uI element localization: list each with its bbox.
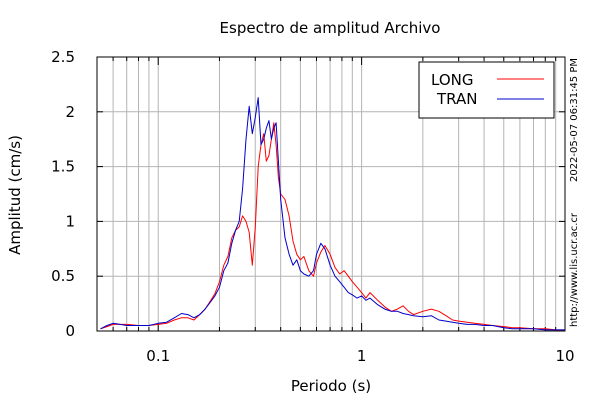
source-url-note: http://www.lis.ucr.ac.cr [569, 212, 580, 327]
legend-label-long: LONG [431, 71, 473, 89]
x-axis-title: Periodo (s) [291, 377, 371, 395]
legend-label-tran: TRAN [436, 90, 477, 108]
timestamp-note: 2022-05-07 06:31:45 PM [569, 58, 580, 182]
x-tick-label: 10 [555, 347, 574, 365]
chart-title: Espectro de amplitud Archivo [220, 19, 441, 37]
y-tick-label: 1 [65, 212, 75, 230]
y-tick-label: 1.5 [51, 158, 75, 176]
y-tick-label: 2.5 [51, 48, 75, 66]
plot-frame [96, 56, 566, 332]
x-tick-label: 1 [357, 347, 367, 365]
y-tick-label: 0.5 [51, 267, 75, 285]
y-axis-title: Amplitud (cm/s) [6, 135, 24, 255]
series-line-long [100, 122, 565, 331]
legend: LONG TRAN [418, 61, 555, 119]
x-tick-label: 0.1 [146, 347, 170, 365]
legend-box [418, 61, 555, 119]
series-line-tran [100, 97, 565, 331]
axis-layer: 0 0.5 1 1.5 2 2.5 0.1 1 10 [51, 48, 574, 365]
y-tick-label: 0 [65, 322, 75, 340]
series-layer [100, 97, 565, 331]
y-tick-label: 2 [65, 103, 75, 121]
